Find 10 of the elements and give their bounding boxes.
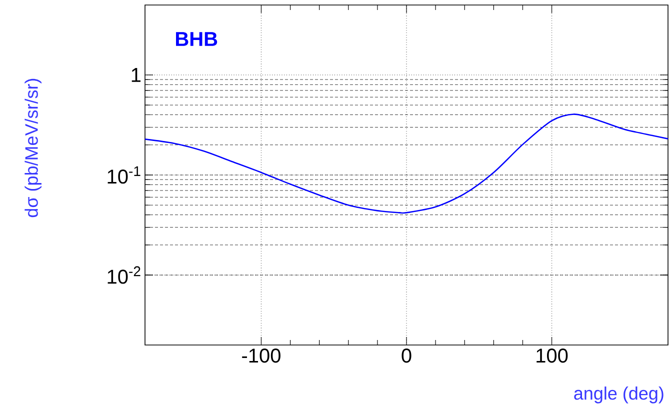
annotation: BHB (176, 32, 218, 46)
x-tick-label: 0 (402, 348, 412, 363)
x-tick-label: -100 (242, 348, 280, 363)
y-tick-label: 1 (132, 68, 140, 82)
y-tick-label: 10$^{-2}$ (108, 266, 140, 284)
line-series (145, 114, 668, 214)
x-tick-label: 100 (536, 348, 568, 363)
y-axis-title: dσ (pb/MeV/sr/sr) (24, 78, 42, 218)
x-axis-title: angle (deg) (574, 386, 664, 404)
y-tick-label: 10$^{-1}$ (108, 166, 140, 184)
